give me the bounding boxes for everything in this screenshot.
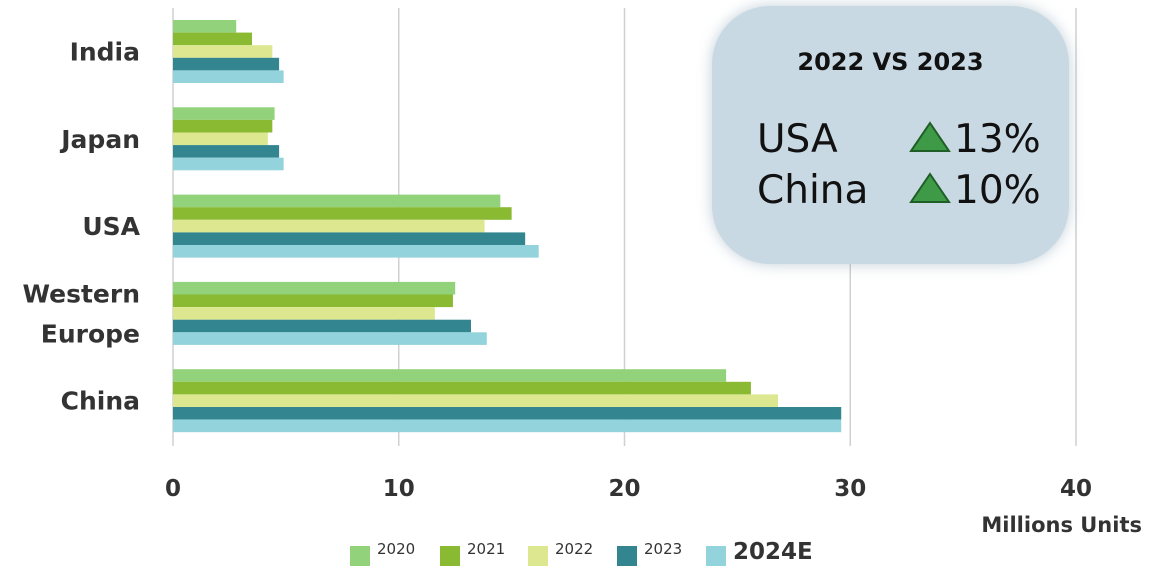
- callout-row-china: China 10%: [757, 168, 1057, 214]
- legend-swatch: [440, 546, 460, 566]
- bar-india-2020: [173, 20, 237, 33]
- legend-swatch: [617, 546, 637, 566]
- bar-japan-2024e: [173, 157, 284, 171]
- legend-swatch: [528, 546, 548, 566]
- x-tick-label: 10: [383, 476, 415, 502]
- legend-label: 2020: [377, 540, 416, 558]
- legend-label: 2021: [467, 540, 506, 558]
- callout-country: China: [757, 168, 869, 213]
- category-label: Japan: [59, 125, 140, 154]
- bar-usa-2022: [173, 219, 485, 233]
- legend-label: 2024E: [733, 539, 813, 565]
- callout-country: USA: [757, 117, 838, 162]
- legend-label: 2022: [555, 540, 594, 558]
- bar-india-2022: [173, 45, 273, 58]
- bar-china-2020: [173, 369, 727, 382]
- bar-china-2022: [173, 394, 779, 407]
- category-label: Europe: [41, 319, 140, 348]
- callout-title: 2022 VS 2023: [797, 48, 984, 76]
- bar-india-2023: [173, 57, 280, 71]
- bar-india-2021: [173, 32, 253, 46]
- category-label: USA: [82, 212, 140, 241]
- x-tick-label: 0: [165, 476, 181, 502]
- callout-change: 10%: [954, 168, 1041, 213]
- bar-usa-2023: [173, 232, 526, 245]
- up-triangle-icon: [909, 172, 951, 203]
- bar-usa-2024e: [173, 245, 539, 258]
- bars: [173, 20, 842, 433]
- bar-japan-2020: [173, 107, 275, 120]
- bar-japan-2023: [173, 145, 280, 158]
- bar-india-2024e: [173, 70, 284, 83]
- category-label: Western: [22, 279, 140, 308]
- x-tick-label: 20: [608, 476, 640, 502]
- bar-china-2021: [173, 381, 751, 395]
- bar-japan-2021: [173, 119, 273, 133]
- category-label: China: [61, 387, 140, 416]
- x-tick-label: 40: [1060, 476, 1092, 502]
- legend-swatch: [706, 546, 726, 566]
- bar-western-europe-2022: [173, 307, 435, 320]
- legend-label: 2023: [644, 540, 683, 558]
- bar-usa-2021: [173, 207, 512, 220]
- up-triangle-icon: [909, 121, 951, 152]
- comparison-callout: 2022 VS 2023 USA 13% China 10%: [712, 6, 1069, 264]
- bar-china-2024e: [173, 419, 842, 433]
- bar-china-2023: [173, 407, 842, 420]
- x-axis-label: Millions Units: [981, 513, 1142, 537]
- callout-change: 13%: [954, 117, 1041, 162]
- category-labels: India Japan USA Western Europe China: [22, 38, 140, 416]
- bar-japan-2022: [173, 132, 268, 146]
- x-tick-label: 30: [834, 476, 866, 502]
- bar-western-europe-2020: [173, 281, 456, 295]
- bar-western-europe-2024e: [173, 332, 487, 345]
- bar-western-europe-2021: [173, 294, 453, 308]
- category-label: India: [70, 38, 140, 67]
- x-tick-labels: 0 10 20 30 40: [165, 476, 1092, 502]
- bar-western-europe-2023: [173, 319, 471, 333]
- legend-swatch: [350, 546, 370, 566]
- callout-row-usa: USA 13%: [757, 117, 1057, 163]
- bar-usa-2020: [173, 194, 501, 208]
